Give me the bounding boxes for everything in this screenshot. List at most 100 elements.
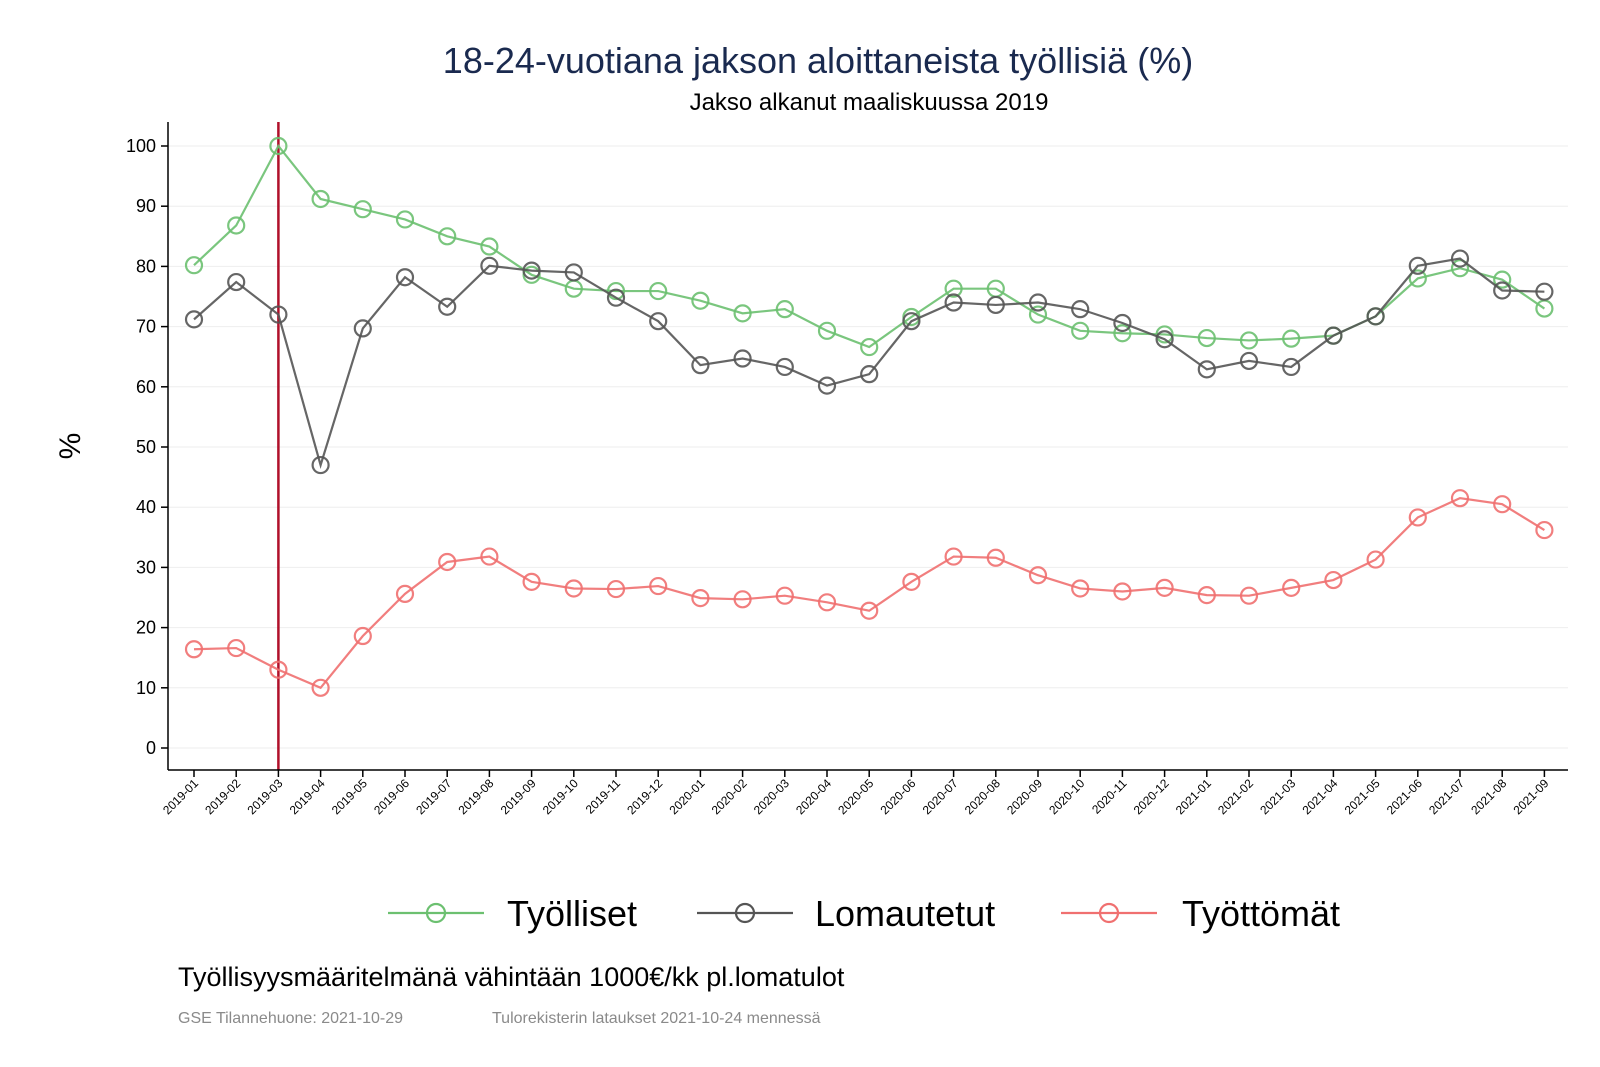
data-point-3-2019-05 [353, 626, 372, 646]
x-tick-label-2020-05: 2020-05 [835, 776, 876, 817]
data-point-3-2021-08 [1493, 495, 1512, 514]
data-point-1-2020-12 [1155, 325, 1174, 344]
chart-subtitle: Jakso alkanut maaliskuussa 2019 [690, 89, 1049, 116]
x-tick-label-2021-03: 2021-03 [1257, 776, 1298, 817]
legend-label-1: Työlliset [507, 893, 637, 934]
x-tick-label-2019-08: 2019-08 [455, 776, 496, 817]
x-tick-label-2019-09: 2019-09 [498, 776, 539, 817]
data-point-3-2021-01 [1197, 585, 1216, 605]
data-point-3-2020-11 [1113, 582, 1132, 601]
series-line-3 [193, 497, 1545, 690]
data-point-2-2019-12 [649, 312, 668, 331]
source-data-note: Tulorekisterin lataukset 2021-10-24 menn… [492, 1010, 821, 1027]
series-line-1 [193, 144, 1546, 349]
data-point-3-2021-04 [1324, 570, 1343, 590]
data-point-3-2019-06 [395, 584, 415, 603]
data-point-2-2020-11 [1113, 313, 1132, 333]
x-tick-label-2021-06: 2021-06 [1384, 776, 1425, 817]
data-point-2-2021-01 [1197, 360, 1216, 379]
data-point-3-2021-09 [1535, 520, 1554, 540]
data-point-2-2019-07 [438, 297, 457, 316]
chart-title: 18-24-vuotiana jakson aloittaneista työl… [443, 40, 1193, 81]
data-point-1-2020-10 [1071, 321, 1090, 340]
legend-marker-2 [734, 902, 756, 924]
data-point-2-2019-08 [480, 256, 499, 275]
x-tick-label-2019-05: 2019-05 [329, 776, 370, 817]
data-point-2-2019-05 [353, 319, 372, 338]
x-tick-label-2021-09: 2021-09 [1510, 776, 1551, 817]
data-point-1-2021-06 [1408, 269, 1427, 288]
data-point-2-2020-09 [1028, 293, 1048, 312]
data-point-2-2020-04 [817, 376, 837, 395]
data-point-1-2019-06 [395, 210, 415, 229]
series-group [184, 136, 1554, 697]
data-point-2-2020-07 [944, 293, 963, 312]
x-tick-label-2019-12: 2019-12 [624, 776, 665, 817]
footnote: Työllisyysmääritelmänä vähintään 1000€/k… [178, 962, 845, 992]
legend: Työlliset Lomautetut Työttömät [388, 893, 1340, 934]
data-point-2-2019-02 [227, 272, 246, 292]
x-tick-label-2020-02: 2020-02 [709, 776, 750, 817]
data-point-1-2019-11 [606, 281, 626, 301]
data-point-1-2021-01 [1197, 328, 1216, 348]
data-point-2-2019-04 [311, 455, 330, 475]
data-point-1-2019-07 [438, 227, 457, 246]
x-tick-label-2021-05: 2021-05 [1342, 776, 1383, 817]
data-point-3-2021-03 [1282, 578, 1301, 597]
data-point-2-2020-08 [986, 295, 1005, 315]
data-point-2-2020-06 [902, 312, 921, 331]
data-point-3-2020-07 [944, 547, 963, 566]
data-point-1-2020-02 [733, 304, 752, 323]
data-point-1-2020-11 [1113, 324, 1132, 343]
y-tick-label-70: 70 [136, 317, 156, 337]
data-point-1-2019-02 [227, 216, 246, 235]
data-point-3-2019-04 [311, 678, 330, 697]
x-tick-label-2021-02: 2021-02 [1215, 776, 1256, 817]
data-point-2-2021-06 [1408, 256, 1427, 275]
series-2 [184, 249, 1554, 475]
x-tick-label-2021-01: 2021-01 [1173, 776, 1214, 817]
data-point-3-2020-02 [733, 590, 752, 609]
data-point-2-2020-01 [691, 356, 710, 375]
data-point-2-2020-03 [775, 357, 794, 377]
legend-item-1: Työlliset [388, 893, 637, 934]
data-point-3-2019-07 [438, 552, 457, 572]
data-point-1-2021-03 [1282, 329, 1301, 348]
y-tick-label-30: 30 [136, 557, 156, 577]
series-3 [184, 489, 1554, 697]
data-point-2-2021-07 [1450, 249, 1470, 268]
data-point-1-2020-04 [817, 321, 837, 340]
data-point-2-2021-02 [1239, 351, 1259, 371]
data-point-2-2021-04 [1324, 326, 1343, 345]
data-point-2-2019-11 [606, 288, 626, 307]
data-point-3-2019-11 [606, 579, 626, 599]
data-point-1-2021-07 [1450, 259, 1470, 278]
x-tick-label-2019-10: 2019-10 [540, 776, 581, 817]
data-point-3-2021-06 [1408, 508, 1427, 527]
y-tick-label-50: 50 [136, 437, 156, 457]
data-point-1-2020-07 [944, 279, 963, 298]
data-point-3-2021-07 [1450, 489, 1470, 508]
series-line-2 [193, 257, 1545, 469]
series-1 [184, 136, 1554, 357]
data-point-1-2019-04 [311, 189, 330, 209]
data-point-3-2020-10 [1071, 579, 1090, 598]
y-tick-label-80: 80 [136, 256, 156, 276]
y-tick-label-90: 90 [136, 196, 156, 216]
data-point-3-2020-08 [986, 548, 1005, 567]
data-point-1-2019-01 [184, 256, 204, 275]
x-tick-label-2021-04: 2021-04 [1299, 776, 1340, 817]
data-point-3-2020-01 [691, 589, 710, 608]
data-point-3-2020-04 [817, 593, 837, 612]
data-point-3-2019-03 [269, 660, 288, 679]
data-point-2-2019-10 [564, 263, 583, 282]
x-tick-label-2021-07: 2021-07 [1426, 776, 1467, 817]
y-tick-label-40: 40 [136, 497, 156, 517]
x-tick-label-2020-01: 2020-01 [666, 776, 707, 817]
x-tick-label-2020-03: 2020-03 [751, 776, 792, 817]
data-point-1-2019-08 [480, 237, 499, 256]
data-point-3-2021-05 [1366, 550, 1385, 569]
data-point-2-2020-12 [1155, 330, 1174, 349]
data-point-3-2019-01 [184, 640, 204, 659]
legend-item-3: Työttömät [1061, 893, 1340, 934]
